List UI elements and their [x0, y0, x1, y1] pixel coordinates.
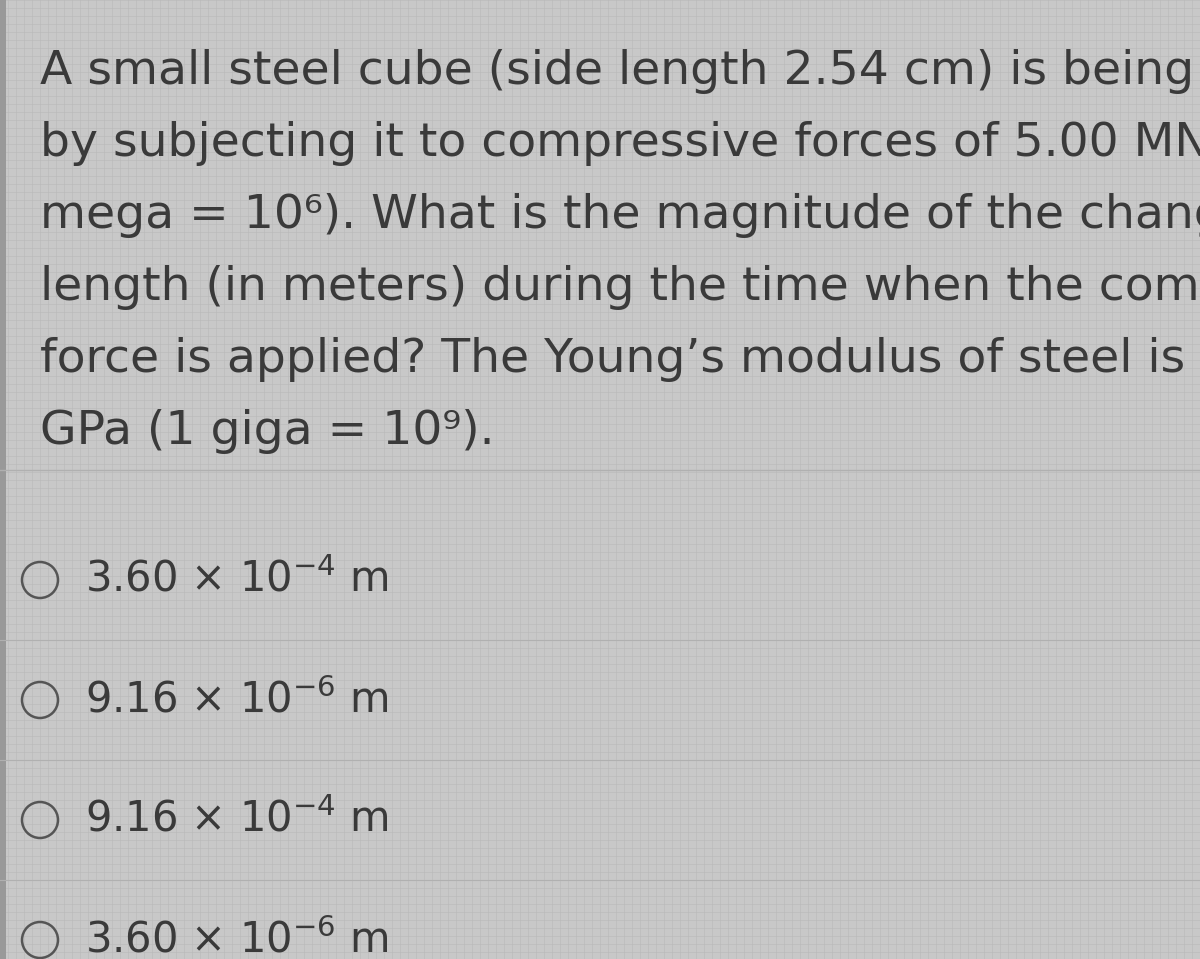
Text: 9.16 × 10$^{-6}$ m: 9.16 × 10$^{-6}$ m [85, 679, 389, 721]
Text: GPa (1 giga = 10⁹).: GPa (1 giga = 10⁹). [40, 409, 494, 454]
Text: mega = 10⁶). What is the magnitude of the change in: mega = 10⁶). What is the magnitude of th… [40, 193, 1200, 238]
Bar [0, 0, 6, 959]
Text: 3.60 × 10$^{-6}$ m: 3.60 × 10$^{-6}$ m [85, 919, 389, 959]
Text: by subjecting it to compressive forces of 5.00 MN (1: by subjecting it to compressive forces o… [40, 121, 1200, 166]
Text: force is applied? The Young’s modulus of steel is 215: force is applied? The Young’s modulus of… [40, 337, 1200, 382]
Text: length (in meters) during the time when the compressive: length (in meters) during the time when … [40, 265, 1200, 310]
Text: A small steel cube (side length 2.54 cm) is being tested: A small steel cube (side length 2.54 cm)… [40, 49, 1200, 94]
Text: 3.60 × 10$^{-4}$ m: 3.60 × 10$^{-4}$ m [85, 559, 389, 601]
Text: 9.16 × 10$^{-4}$ m: 9.16 × 10$^{-4}$ m [85, 799, 389, 841]
